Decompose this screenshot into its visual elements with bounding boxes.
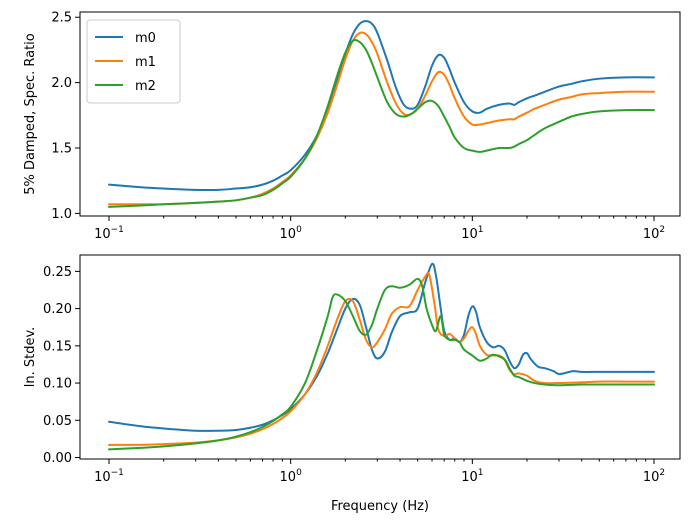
y-axis-label: ln. Stdev. <box>23 327 38 388</box>
legend-frame <box>86 19 181 104</box>
x-tick-base: 10 <box>94 470 111 485</box>
x-tick-exponent: −1 <box>111 225 124 235</box>
legend-label-m2: m2 <box>135 79 156 94</box>
legend-label-m1: m1 <box>135 55 156 70</box>
x-tick-label: 102 <box>643 225 665 242</box>
y-tick-label: 0.25 <box>43 265 72 280</box>
plot-area <box>79 11 681 217</box>
x-tick-exponent: −1 <box>111 468 124 478</box>
x-tick-label: 102 <box>643 468 665 485</box>
plot-area <box>79 254 681 460</box>
x-tick-exponent: 1 <box>478 225 484 235</box>
series-line-m2 <box>108 39 655 208</box>
x-tick-label: 10−1 <box>94 225 124 242</box>
x-tick-base: 10 <box>461 227 478 242</box>
x-tick-label: 100 <box>280 225 303 242</box>
x-tick-base: 10 <box>94 227 111 242</box>
x-axis-label: Frequency (Hz) <box>331 499 429 514</box>
x-tick-label: 101 <box>461 225 483 242</box>
x-tick-base: 10 <box>280 470 297 485</box>
series-line-m1 <box>108 271 655 446</box>
legend-label-m0: m0 <box>135 31 156 46</box>
legend: m0 m1 m2 <box>86 19 181 104</box>
y-tick-label: 2.5 <box>51 11 72 26</box>
y-tick-label: 0.20 <box>43 302 72 317</box>
x-tick-label: 101 <box>461 468 483 485</box>
x-tick-exponent: 0 <box>296 225 302 235</box>
y-tick-label: 0.10 <box>43 377 72 392</box>
x-tick-label: 100 <box>280 468 303 485</box>
series-line-m2 <box>108 277 655 451</box>
x-tick-exponent: 2 <box>659 225 665 235</box>
x-tick-exponent: 2 <box>659 468 665 478</box>
y-tick-label: 0.00 <box>43 451 72 466</box>
x-tick-base: 10 <box>643 227 660 242</box>
stdev-panel: 10−1 100 101 1020.000.050.100.150.200.25ln.… <box>23 254 681 514</box>
x-tick-exponent: 1 <box>478 468 484 478</box>
x-tick-exponent: 0 <box>296 468 302 478</box>
series-line-m0 <box>108 20 655 192</box>
y-tick-label: 1.5 <box>51 142 72 157</box>
y-tick-label: 1.0 <box>51 207 72 222</box>
y-tick-label: 2.0 <box>51 76 72 91</box>
y-axis-label: 5% Damped, Spec. Ratio <box>23 33 38 194</box>
x-tick-base: 10 <box>280 227 297 242</box>
y-tick-label: 0.05 <box>43 414 72 429</box>
x-tick-base: 10 <box>461 470 478 485</box>
x-tick-label: 10−1 <box>94 468 124 485</box>
x-tick-base: 10 <box>643 470 660 485</box>
y-tick-label: 0.15 <box>43 339 72 354</box>
